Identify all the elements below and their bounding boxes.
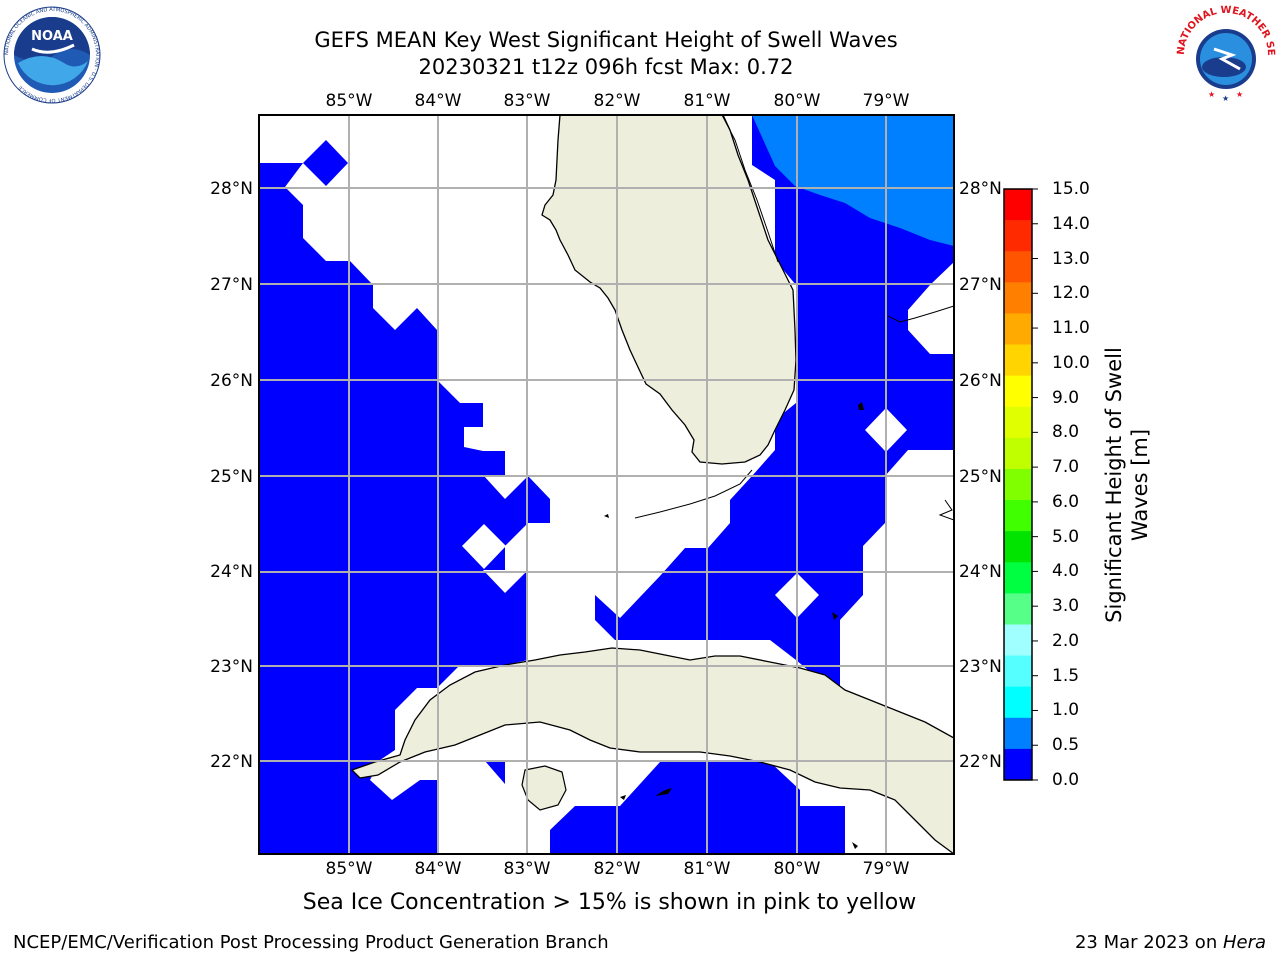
colorbar-tick-label: 2.0 <box>1052 630 1080 651</box>
colorbar-segment <box>1004 500 1032 532</box>
lat-label-left: 26°N <box>210 371 253 391</box>
swell-region-east <box>595 115 954 690</box>
colorbar-tick-label: 14.0 <box>1052 213 1090 234</box>
footer-date: 23 Mar 2023 on Hera <box>1074 932 1266 953</box>
lon-label-bottom: 84°W <box>415 859 462 879</box>
colorbar-tick-label: 4.0 <box>1052 561 1080 582</box>
lat-label-right: 24°N <box>959 562 1002 582</box>
colorbar-segment <box>1004 189 1032 221</box>
lat-label-left: 23°N <box>210 657 253 677</box>
colorbar-tick-label: 7.0 <box>1052 457 1080 478</box>
colorbar-title: Significant Height of Swell Waves [m] <box>1102 347 1152 623</box>
lon-label-bottom: 85°W <box>326 859 373 879</box>
lat-label-left: 25°N <box>210 467 253 487</box>
svg-text:★: ★ <box>1236 90 1243 99</box>
sea-ice-note: Sea Ice Concentration > 15% is shown in … <box>302 890 917 915</box>
colorbar-segment <box>1004 717 1032 750</box>
colorbar-tick-label: 6.0 <box>1052 491 1080 512</box>
colorbar-segment <box>1004 468 1032 501</box>
svg-text:★: ★ <box>1222 94 1229 103</box>
lat-label-left: 27°N <box>210 275 253 295</box>
lat-label-right: 22°N <box>959 752 1002 772</box>
footer-host: Hera <box>1222 932 1266 953</box>
lon-label-top: 80°W <box>774 91 821 111</box>
colorbar-tick-label: 1.5 <box>1052 665 1080 686</box>
colorbar-tick-label: 5.0 <box>1052 526 1080 547</box>
lon-label-bottom: 82°W <box>594 859 641 879</box>
colorbar-segment <box>1004 220 1032 252</box>
lon-label-top: 82°W <box>594 91 641 111</box>
svg-text:★: ★ <box>1208 90 1215 99</box>
colorbar-segment <box>1004 655 1032 688</box>
colorbar-segment <box>1004 344 1032 377</box>
lat-label-right: 25°N <box>959 467 1002 487</box>
svg-text:NOAA: NOAA <box>31 29 73 44</box>
swell-region-mid <box>752 115 954 246</box>
land-florida <box>541 115 797 465</box>
lat-label-right: 26°N <box>959 371 1002 391</box>
colorbar-tick-label: 12.0 <box>1052 283 1090 304</box>
colorbar-segment <box>1004 562 1032 594</box>
lat-label-left: 22°N <box>210 752 253 772</box>
lat-label-right: 27°N <box>959 275 1002 295</box>
colorbar-segment <box>1004 313 1032 346</box>
lon-label-bottom: 79°W <box>863 859 910 879</box>
colorbar-tick-label: 15.0 <box>1052 179 1090 199</box>
land-cuba <box>350 647 954 854</box>
colorbar-tick-label: 10.0 <box>1052 352 1090 373</box>
chart-title: GEFS MEAN Key West Significant Height of… <box>314 28 898 52</box>
lat-label-left: 24°N <box>210 562 253 582</box>
colorbar-tick-label: 0.5 <box>1052 735 1080 756</box>
colorbar-segment <box>1004 375 1032 408</box>
lon-label-top: 83°W <box>504 91 551 111</box>
colorbar-tick-label: 11.0 <box>1052 318 1090 339</box>
colorbar-segment <box>1004 686 1032 719</box>
lon-label-bottom: 80°W <box>774 859 821 879</box>
colorbar-segment <box>1004 531 1032 563</box>
colorbar-tick-label: 13.0 <box>1052 248 1090 269</box>
noaa-logo: NATIONAL OCEANIC AND ATMOSPHERIC ADMINIS… <box>3 6 101 104</box>
colorbar-segment <box>1004 406 1032 439</box>
colorbar-tick-label: 9.0 <box>1052 387 1080 408</box>
chart-subtitle: 20230321 t12z 096h fcst Max: 0.72 <box>418 55 794 79</box>
lon-label-top: 79°W <box>863 91 910 111</box>
land-isla-juventud <box>521 765 567 811</box>
footer-credit: NCEP/EMC/Verification Post Processing Pr… <box>13 932 609 953</box>
nws-logo: NATIONAL WEATHER SERVICE ★ ★ ★ <box>1176 5 1276 103</box>
colorbar-tick-label: 1.0 <box>1052 700 1080 721</box>
colorbar-segment <box>1004 748 1032 781</box>
colorbar-segment <box>1004 282 1032 314</box>
colorbar-tick-label: 8.0 <box>1052 422 1080 443</box>
colorbar-segment <box>1004 437 1032 470</box>
swell-region-low <box>259 163 550 854</box>
colorbar-segment <box>1004 593 1032 625</box>
colorbar-segment <box>1004 624 1032 657</box>
grid <box>259 115 954 854</box>
lon-label-top: 84°W <box>415 91 462 111</box>
lon-label-bottom: 81°W <box>684 859 731 879</box>
lon-label-bottom: 83°W <box>504 859 551 879</box>
lat-label-left: 28°N <box>210 179 253 199</box>
colorbar <box>1003 188 1038 781</box>
colorbar-tick-label: 3.0 <box>1052 596 1080 617</box>
lat-label-right: 23°N <box>959 657 1002 677</box>
lat-label-right: 28°N <box>959 179 1002 199</box>
colorbar-segment <box>1004 251 1032 283</box>
lon-label-top: 85°W <box>326 91 373 111</box>
lon-label-top: 81°W <box>684 91 731 111</box>
colorbar-tick-label: 0.0 <box>1052 770 1080 790</box>
